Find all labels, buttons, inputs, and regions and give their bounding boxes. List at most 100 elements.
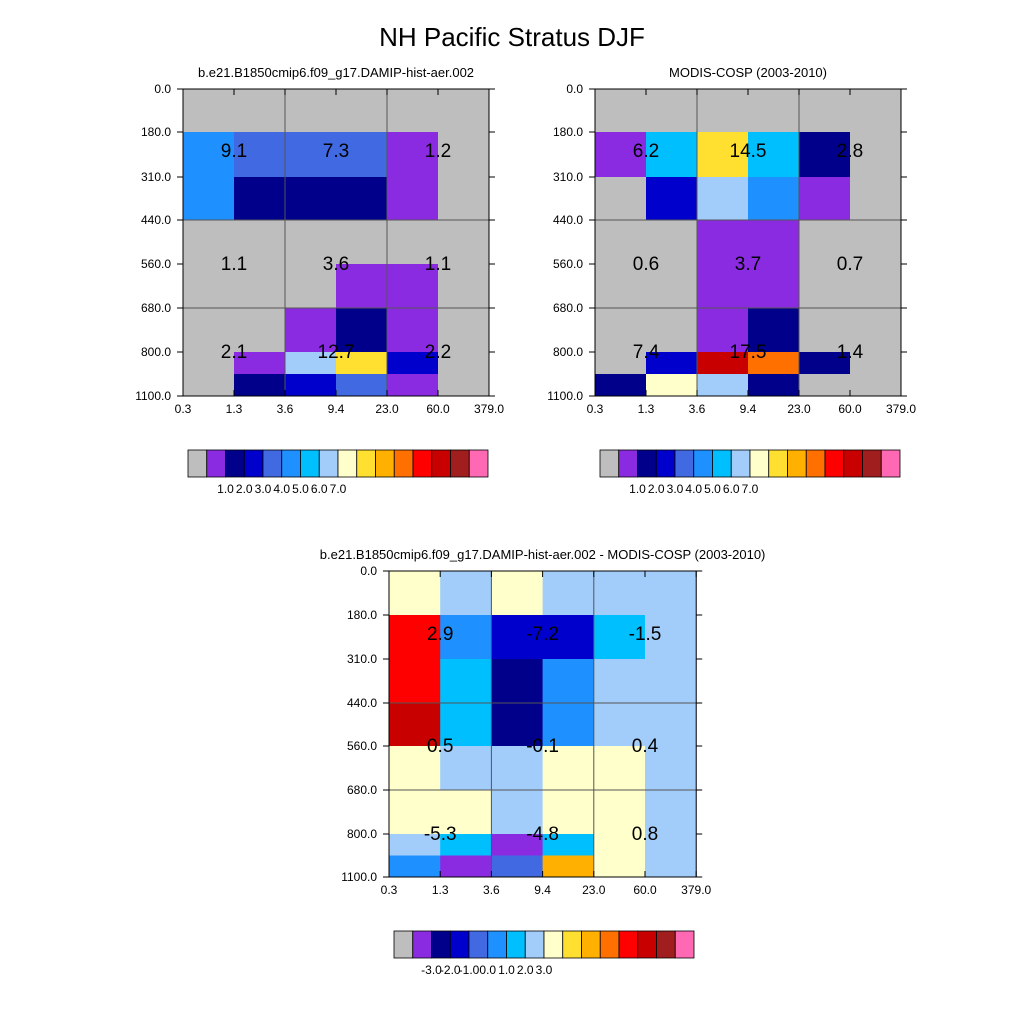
y-tick-label: 310.0 (553, 170, 583, 184)
heatmap-cell (389, 746, 441, 791)
heatmap-cell (645, 790, 697, 835)
heatmap-cell (183, 374, 235, 397)
heatmap-cell (799, 220, 851, 265)
heatmap-cell (389, 855, 441, 878)
heatmap-cell (285, 220, 337, 265)
data-label: 7.3 (323, 141, 349, 162)
colorbar-swatch (618, 449, 638, 478)
heatmap-cell (336, 264, 388, 309)
colorbar-label: 3.0 (536, 963, 553, 977)
data-label: 0.4 (632, 736, 659, 757)
colorbar-swatch (805, 449, 826, 478)
x-tick-label: 1.3 (226, 402, 243, 416)
heatmap-cell (183, 89, 235, 133)
colorbar-swatch (880, 449, 901, 478)
heatmap-cell (799, 264, 851, 309)
colorbar-swatch (375, 449, 395, 478)
heatmap-cell (234, 264, 286, 309)
heatmap-cell (387, 177, 439, 221)
y-tick-label: 440.0 (347, 696, 377, 710)
x-tick-label: 23.0 (375, 402, 399, 416)
colorbar-swatch (300, 449, 320, 478)
heatmap-cell (438, 264, 490, 309)
colorbar-swatch (450, 449, 470, 478)
y-tick-label: 310.0 (347, 652, 377, 666)
colorbar-label: 2.0 (648, 482, 665, 496)
heatmap-cell (748, 220, 800, 265)
x-tick-label: 60.0 (426, 402, 450, 416)
heatmap-cell (748, 308, 800, 353)
heatmap-cell (387, 132, 439, 178)
heatmap-cell (387, 220, 439, 265)
data-label: 6.2 (633, 141, 659, 162)
heatmap-cell (336, 220, 388, 265)
colorbar-swatch (674, 449, 695, 478)
data-label: -7.2 (526, 624, 559, 645)
colorbar-label: 3.0 (255, 482, 272, 496)
heatmap-cell (542, 790, 595, 835)
heatmap-cell (799, 308, 851, 353)
y-tick-label: 1100.0 (135, 389, 171, 403)
heatmap-cell (183, 264, 235, 309)
heatmap-cell (183, 308, 235, 353)
heatmap-cell (234, 177, 286, 221)
heatmap-cell (646, 308, 698, 353)
heatmap-cell (799, 132, 851, 178)
colorbar-swatch (749, 449, 770, 478)
colorbar-swatch (637, 930, 657, 959)
colorbar-label: 0.0 (479, 963, 496, 977)
heatmap-cell (387, 352, 439, 375)
heatmap-cell (748, 352, 800, 375)
heatmap-cell (593, 834, 646, 856)
colorbar-label: 7.0 (330, 482, 347, 496)
heatmap-cell (542, 834, 595, 856)
colorbar-swatch (393, 449, 414, 478)
colorbar-label: 4.0 (685, 482, 702, 496)
colorbar-swatch (599, 930, 620, 959)
colorbar-swatch (431, 449, 451, 478)
heatmap-cell (799, 89, 851, 133)
heatmap-cell (799, 177, 851, 221)
heatmap-cell (850, 264, 902, 309)
colorbar-swatch (262, 449, 283, 478)
heatmap-cell (336, 308, 388, 353)
heatmap-cell (491, 855, 544, 878)
heatmap-cell (336, 132, 388, 178)
colorbar-swatch (693, 449, 713, 478)
heatmap-cell (440, 659, 492, 704)
heatmap-cell (697, 308, 749, 353)
x-tick-label: 23.0 (582, 883, 606, 897)
colorbar-swatch (487, 930, 507, 959)
heatmap-cell (542, 855, 595, 878)
heatmap-cell (491, 746, 544, 791)
heatmap-cell (438, 352, 490, 375)
colorbar-swatch (674, 930, 695, 959)
x-tick-label: 3.6 (483, 883, 500, 897)
data-label: 2.2 (425, 342, 451, 363)
x-tick-label: 9.4 (328, 402, 345, 416)
heatmap-cell (697, 374, 749, 397)
y-tick-label: 0.0 (154, 82, 171, 96)
colorbar-swatch (431, 930, 451, 959)
colorbar-label: 5.0 (704, 482, 721, 496)
heatmap-cell (438, 89, 490, 133)
heatmap-cell (799, 374, 851, 397)
heatmap-cell (285, 177, 337, 221)
panel-title: b.e21.B1850cmip6.f09_g17.DAMIP-hist-aer.… (198, 65, 474, 80)
panel-observations: MODIS-COSP (2003-2010) 0.3 1.3 3.6 9.4 23.0 60… (547, 65, 916, 496)
heatmap-cell (850, 132, 902, 178)
colorbar-swatch (337, 449, 358, 478)
data-label: 0.7 (837, 254, 863, 275)
y-tick-label: 180.0 (553, 125, 583, 139)
colorbar-label: 5.0 (292, 482, 309, 496)
data-label: 0.8 (632, 824, 658, 845)
colorbar-label: 6.0 (723, 482, 740, 496)
colorbar-swatch (393, 930, 414, 959)
colorbar-swatch (225, 449, 245, 478)
heatmap-cell (595, 374, 647, 397)
heatmap-cell (438, 308, 490, 353)
heatmap-cell (646, 352, 698, 375)
heatmap-cell (646, 264, 698, 309)
colorbar-label: -2.0 (440, 963, 461, 977)
